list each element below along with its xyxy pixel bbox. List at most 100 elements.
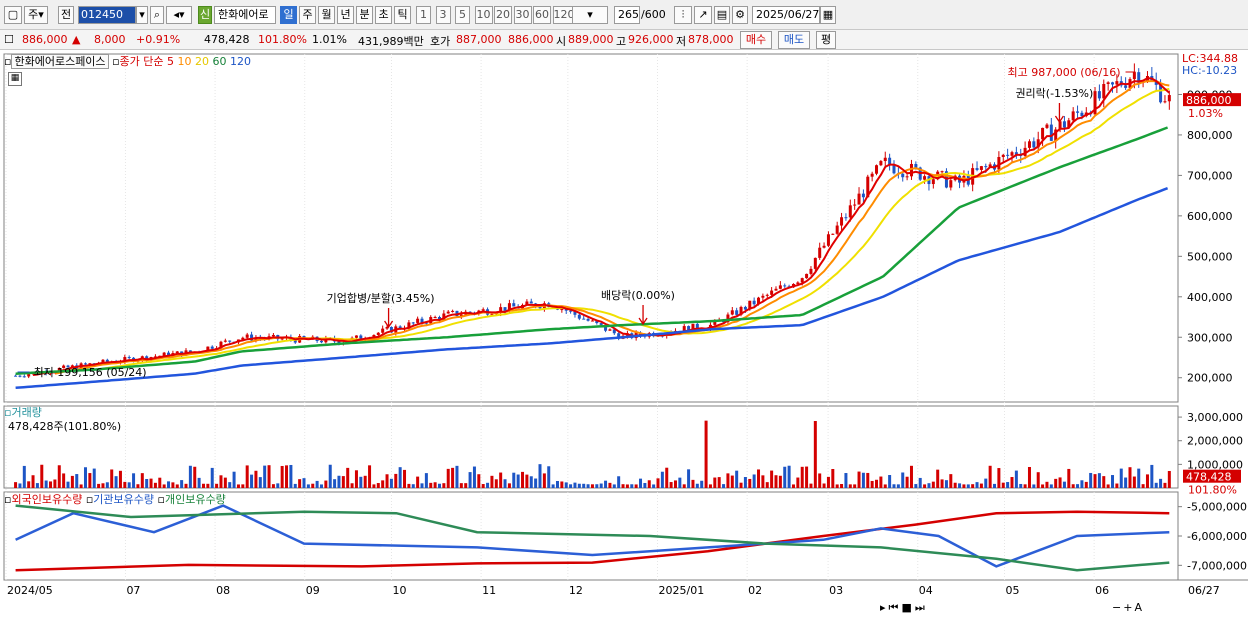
period-button-2[interactable]: 월	[318, 6, 335, 24]
period-button-5[interactable]: 초	[375, 6, 392, 24]
interval-button-20[interactable]: 20	[494, 6, 512, 24]
period-button-1[interactable]: 주	[299, 6, 316, 24]
ma10-label: 10	[177, 55, 192, 68]
chart-nav-controls[interactable]: ▸⏮■⏭	[880, 601, 928, 615]
date-input[interactable]: 2025/06/27	[752, 6, 820, 24]
interval-button-1[interactable]: 1	[416, 6, 431, 24]
candle-body	[228, 340, 232, 342]
candle-body	[1111, 82, 1115, 85]
candle-body	[381, 328, 385, 333]
candle-body	[713, 320, 717, 325]
window-menu-icon[interactable]: ▢	[4, 6, 22, 24]
volume-bar	[31, 475, 35, 488]
market-select[interactable]: 주▾	[24, 6, 48, 24]
volume-bar	[905, 476, 909, 488]
volume-bar	[1093, 474, 1097, 488]
volume-bar	[914, 484, 918, 488]
candle-body	[14, 375, 18, 377]
dividend-annotation: 배당락(0.00%)	[601, 289, 675, 302]
zoom-in-icon[interactable]: +	[1123, 601, 1135, 614]
candle-body	[223, 340, 227, 342]
period-button-6[interactable]: 틱	[394, 6, 411, 24]
code-dropdown-icon[interactable]: ▾	[136, 6, 148, 24]
candle-body	[582, 318, 586, 320]
last-icon[interactable]: ⏭	[914, 601, 928, 614]
volume-bar	[250, 474, 254, 488]
volume-bar	[289, 464, 293, 488]
first-icon[interactable]: ⏮	[888, 601, 902, 614]
volume-bar	[1124, 477, 1128, 488]
period-button-4[interactable]: 분	[356, 6, 373, 24]
table-icon[interactable]: ▦	[8, 72, 22, 86]
open-value: 889,000	[568, 33, 614, 46]
search-icon[interactable]: ⌕	[150, 6, 164, 24]
stock-code-input[interactable]: 012450	[78, 6, 136, 24]
zoom-controls[interactable]: −+A	[1112, 601, 1144, 614]
volume-bar	[298, 479, 302, 488]
candle-body	[997, 157, 1001, 170]
volume-bar	[499, 472, 503, 488]
volume-bar	[14, 482, 18, 488]
ma60-label: 60	[212, 55, 227, 68]
volume-bar	[831, 468, 835, 488]
volume-bar	[123, 481, 127, 488]
volume-bar	[673, 480, 677, 488]
interval-button-30[interactable]: 30	[513, 6, 532, 24]
period-button-3[interactable]: 년	[337, 6, 354, 24]
scroll-right-icon[interactable]: ▸	[880, 601, 889, 614]
panel-square-icon: ▫	[4, 55, 12, 68]
volume-bar	[114, 476, 118, 488]
calendar-icon[interactable]: ▦	[820, 6, 836, 24]
gear-icon[interactable]: ⚙	[732, 6, 748, 24]
stock-label[interactable]: 한화에어로스페이스	[11, 54, 109, 69]
interval-button-3[interactable]: 3	[435, 6, 451, 24]
font-icon[interactable]: A	[1134, 601, 1144, 614]
range-select[interactable]: ▾	[572, 6, 608, 24]
candle-body	[577, 314, 581, 319]
sell-button[interactable]: 매도	[778, 31, 810, 49]
candle-body	[83, 363, 87, 365]
hoga-ask: 887,000	[456, 33, 502, 46]
candle-body	[870, 173, 874, 177]
volume-bar	[796, 477, 800, 488]
x-axis-label: 02	[748, 584, 762, 597]
volume-bar	[1159, 478, 1163, 488]
period-button-0[interactable]: 일	[280, 6, 297, 24]
interval-button-5[interactable]: 5	[455, 6, 470, 24]
draw-tool-icon[interactable]: ↗	[694, 6, 712, 24]
stock-name-field[interactable]: 한화에어로	[214, 6, 276, 24]
checkbox[interactable]: ☐	[4, 33, 14, 46]
volume-bar	[809, 483, 813, 488]
candle-body	[1154, 80, 1158, 85]
candle-settings-icon[interactable]: ⫶	[674, 6, 692, 24]
candle-body	[813, 257, 817, 269]
jeon-button[interactable]: 전	[58, 6, 74, 24]
change-pct: +0.91%	[136, 33, 181, 46]
candle-body	[62, 365, 66, 368]
volume-bar	[263, 465, 267, 488]
volume-bar	[140, 473, 144, 488]
save-icon[interactable]: ▤	[714, 6, 730, 24]
interval-button-10[interactable]: 10	[474, 6, 493, 24]
volume-bar	[787, 465, 791, 488]
candle-body	[442, 313, 446, 320]
buy-button[interactable]: 매수	[740, 31, 772, 49]
panel-frame-0	[3, 53, 1179, 403]
candle-body	[949, 180, 953, 188]
sound-icon[interactable]: ◂▾	[166, 6, 192, 24]
interval-button-60[interactable]: 60	[533, 6, 551, 24]
volume-bar	[634, 484, 638, 488]
stock-chart[interactable]: 200,000 300,000 400,000 500,000 600,000 700,0…	[0, 50, 1248, 621]
volume-bar	[770, 470, 774, 488]
stop-icon[interactable]: ■	[901, 601, 915, 614]
count-input[interactable]: 265	[614, 6, 640, 24]
volume-bar	[757, 469, 761, 488]
candle-body	[1132, 72, 1136, 80]
pyeong-button[interactable]: 평	[816, 31, 836, 49]
interval-button-120[interactable]: 120	[552, 6, 573, 24]
volume-bar	[171, 482, 175, 488]
x-axis-label: 2024/05	[7, 584, 53, 597]
volume-current-label: 478,428	[1186, 471, 1232, 484]
candle-body	[857, 193, 861, 205]
zoom-out-icon[interactable]: −	[1112, 601, 1124, 614]
